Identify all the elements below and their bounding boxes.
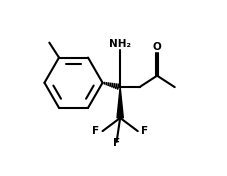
Text: O: O xyxy=(152,42,161,52)
Polygon shape xyxy=(116,87,123,118)
Text: F: F xyxy=(92,126,99,136)
Text: NH₂: NH₂ xyxy=(109,39,131,49)
Text: F: F xyxy=(140,126,147,136)
Text: F: F xyxy=(113,138,120,147)
